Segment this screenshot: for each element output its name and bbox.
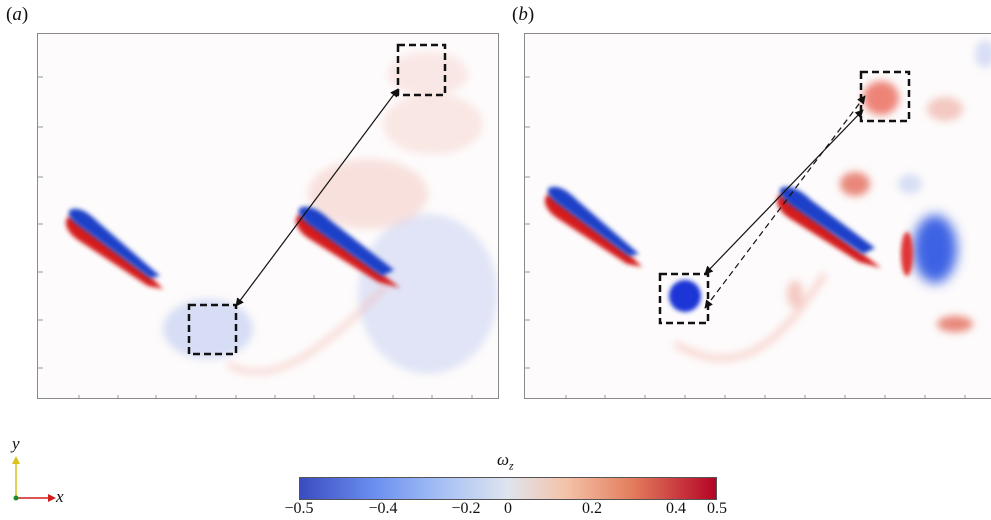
panel-a-box-lower <box>187 303 238 356</box>
panel-a-box-upper <box>396 43 447 97</box>
panel-b-foils <box>544 186 881 268</box>
colorbar-title: ωz <box>497 450 514 473</box>
colorbar-tick: 0.2 <box>582 500 602 517</box>
panel-b-vortex-negative <box>669 280 701 312</box>
axis-triad-icon <box>12 456 56 502</box>
panel-a-arrow <box>235 88 399 307</box>
colorbar-tick: −0.2 <box>451 500 481 517</box>
panel-b-arrow-dashed <box>704 95 866 309</box>
panel-a-wake <box>163 52 498 375</box>
panel-b-ticks <box>525 76 966 398</box>
vorticity-field-panel-a <box>37 33 499 399</box>
colorbar-tick: 0.4 <box>666 500 686 517</box>
colorbar-tick: 0.5 <box>707 500 727 517</box>
vorticity-field-panel-b <box>524 33 991 399</box>
colorbar <box>299 477 717 500</box>
colorbar-tick: 0 <box>504 500 512 517</box>
panel-b-label: (b) <box>512 4 535 25</box>
panel-a-label: (a) <box>6 4 29 25</box>
panel-a-ticks <box>38 76 473 398</box>
axis-x-label: x <box>56 487 64 506</box>
panel-b-vortex-wake <box>913 215 957 283</box>
panel-b-vortex-positive <box>863 81 899 115</box>
colorbar-tick: −0.5 <box>284 500 314 517</box>
colorbar-tick: −0.4 <box>368 500 398 517</box>
panel-b-graphic <box>525 40 991 398</box>
axis-y-label: y <box>12 434 20 453</box>
panel-b-wake <box>673 40 991 362</box>
panel-a-graphic <box>38 43 498 398</box>
